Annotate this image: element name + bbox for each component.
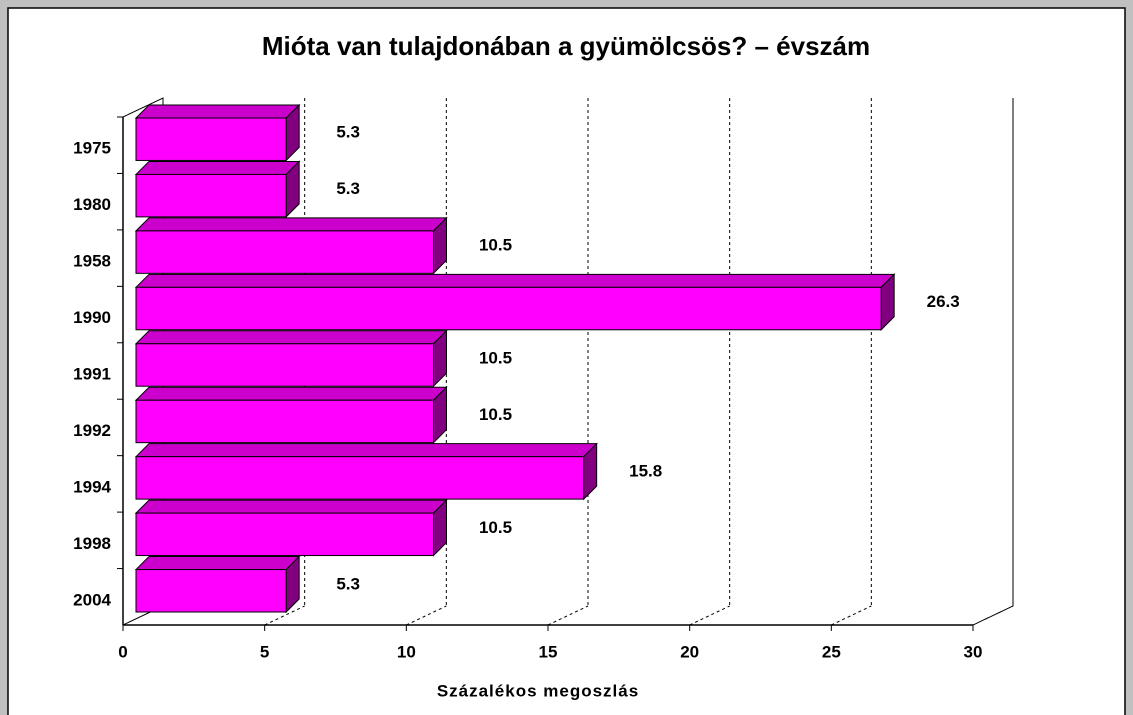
grid-line: [831, 605, 872, 626]
bar-top: [134, 330, 448, 345]
x-tick-label: 5: [260, 642, 269, 661]
x-tick-label: 10: [397, 642, 416, 661]
y-tick-label: 1958: [73, 252, 111, 271]
data-label: 10.5: [479, 518, 512, 537]
bar-top: [134, 499, 448, 514]
grid-line: [547, 605, 589, 626]
data-label: 10.5: [479, 236, 512, 255]
y-tick-label: 2004: [73, 590, 111, 609]
x-tick-label: 25: [822, 642, 841, 661]
data-label: 5.3: [336, 179, 360, 198]
y-tick-label: 1994: [73, 477, 111, 496]
data-label: 5.3: [336, 574, 360, 593]
grid-line: [406, 605, 447, 626]
x-tick-label: 15: [539, 642, 558, 661]
data-label: 10.5: [479, 348, 512, 367]
y-tick-label: 1980: [73, 195, 111, 214]
y-tick-label: 1975: [73, 139, 111, 158]
bar-top: [134, 217, 448, 232]
bar: [135, 230, 434, 274]
bar-top: [134, 160, 301, 175]
x-tick-label: 30: [964, 642, 983, 661]
bar: [135, 343, 434, 387]
y-tick-label: 1991: [73, 364, 111, 383]
grid-line: [689, 605, 730, 626]
data-label: 5.3: [336, 123, 360, 142]
bar: [135, 286, 882, 331]
y-tick-label: 1990: [73, 308, 111, 327]
bar: [135, 399, 434, 444]
data-label: 26.3: [927, 292, 960, 311]
y-tick-label: 1998: [73, 534, 111, 553]
floor-edge: [972, 98, 1014, 626]
bar: [135, 173, 287, 218]
x-tick-label: 20: [680, 642, 699, 661]
data-label: 10.5: [479, 405, 512, 424]
bar: [135, 569, 287, 613]
x-axis-label: Százalékos megoszlás: [437, 681, 639, 700]
chart-title: Mióta van tulajdonában a gyümölcsös? – é…: [262, 31, 870, 61]
bar-top: [134, 443, 598, 458]
y-tick-label: 1992: [73, 421, 111, 440]
grid-line: [264, 605, 305, 626]
data-label: 15.8: [629, 461, 662, 480]
bar: [135, 512, 434, 557]
bar-top: [134, 386, 448, 401]
bar-top: [134, 556, 301, 571]
bar-top: [134, 273, 896, 288]
bar: [135, 117, 287, 161]
bar-top: [134, 104, 301, 119]
x-tick-label: 0: [118, 642, 127, 661]
bar: [135, 456, 585, 500]
